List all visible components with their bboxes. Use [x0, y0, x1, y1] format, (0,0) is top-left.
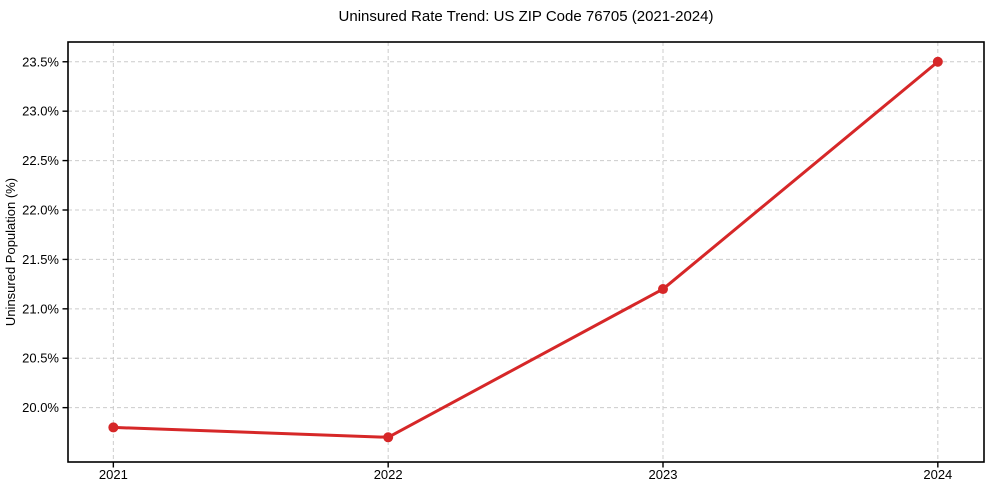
y-tick-label: 20.0% — [22, 400, 59, 415]
data-point-marker — [658, 284, 669, 295]
data-point-marker — [383, 432, 394, 443]
trend-line — [111, 60, 940, 439]
plot-border — [67, 41, 985, 463]
data-point-marker — [108, 422, 119, 433]
y-tick-label: 20.5% — [22, 351, 59, 366]
data-point-marker — [932, 56, 943, 67]
x-tick-label: 2021 — [99, 467, 128, 482]
y-tick-label: 23.0% — [22, 104, 59, 119]
axis-ticks — [62, 61, 939, 468]
y-tick-label: 22.5% — [22, 153, 59, 168]
x-tick-label: 2024 — [923, 467, 952, 482]
gridlines — [68, 42, 984, 462]
y-tick-label: 23.5% — [22, 54, 59, 69]
x-tick-label: 2022 — [374, 467, 403, 482]
chart-title: Uninsured Rate Trend: US ZIP Code 76705 … — [339, 8, 714, 25]
y-tick-labels: 20.0% 20.5% 21.0% 21.5% 22.0% 22.5% 23.0% 23.5% — [22, 54, 59, 415]
y-tick-label: 21.5% — [22, 252, 59, 267]
y-axis-label: Uninsured Population (%) — [3, 178, 18, 326]
x-tick-labels: 2021 2022 2023 2024 — [99, 467, 952, 482]
y-tick-label: 22.0% — [22, 203, 59, 218]
y-tick-label: 21.0% — [22, 301, 59, 316]
plot-area — [68, 42, 984, 462]
data-series — [108, 56, 943, 443]
x-tick-label: 2023 — [649, 467, 678, 482]
